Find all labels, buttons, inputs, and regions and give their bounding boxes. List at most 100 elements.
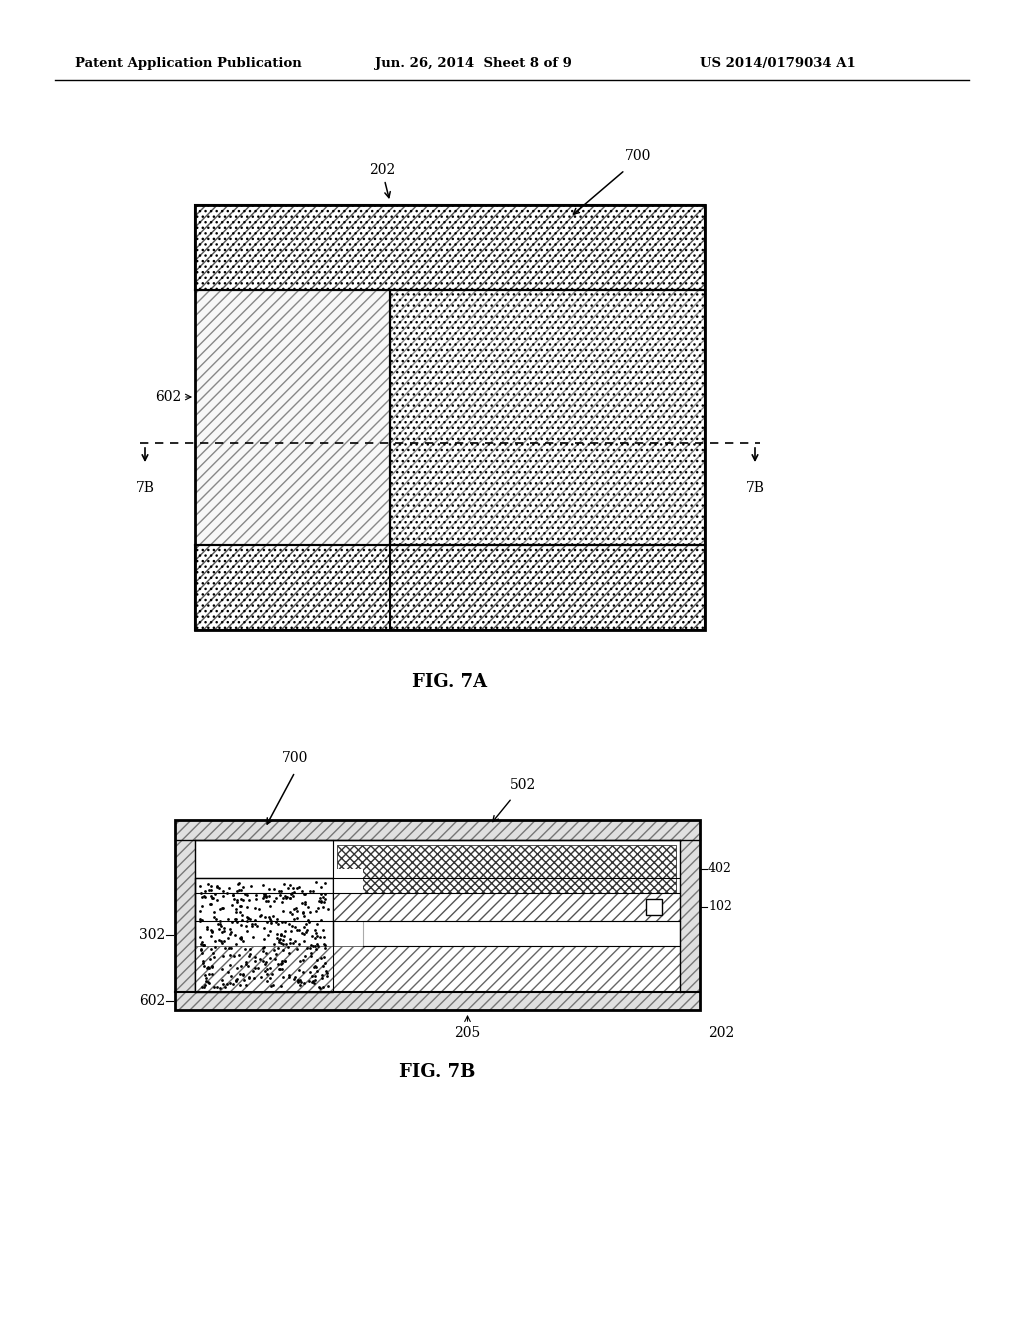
Point [312,883,329,904]
Point [246,968,262,989]
Point [210,913,226,935]
Text: 602: 602 [138,994,165,1008]
Point [305,880,322,902]
Text: 602: 602 [155,389,181,404]
Bar [646,899,662,915]
Point [257,953,273,974]
Point [229,969,246,990]
Point [197,886,213,907]
Bar [333,894,680,921]
Bar [175,820,700,1010]
Point [283,902,299,923]
Point [227,925,244,946]
Point [191,875,208,896]
Point [317,937,334,958]
Point [195,896,211,917]
Bar [195,205,705,290]
Point [281,942,297,964]
Point [292,950,308,972]
Point [283,928,299,949]
Point [215,974,231,995]
Point [247,913,263,935]
Point [198,972,214,993]
Point [309,898,326,919]
Point [212,977,228,998]
Point [307,956,324,977]
Point [258,886,274,907]
Point [263,912,280,933]
Point [280,878,296,899]
Point [303,965,319,986]
Point [282,913,298,935]
Point [257,883,273,904]
Point [220,908,237,929]
Point [234,964,251,985]
Point [211,878,227,899]
Point [240,908,256,929]
Point [305,936,322,957]
Point [227,970,244,991]
Point [234,876,251,898]
Point [307,969,324,990]
Point [276,884,293,906]
Point [299,896,315,917]
Point [255,950,271,972]
Point [239,911,255,932]
Point [251,898,267,919]
Point [284,916,300,937]
Point [233,888,250,909]
Point [241,968,257,989]
Text: Jun. 26, 2014  Sheet 8 of 9: Jun. 26, 2014 Sheet 8 of 9 [375,57,571,70]
Point [287,916,303,937]
Point [315,896,332,917]
Point [196,950,212,972]
Point [292,974,308,995]
Point [259,958,275,979]
Point [231,944,248,965]
Point [286,932,302,953]
Point [199,919,215,940]
Point [258,886,274,907]
Point [258,942,274,964]
Point [308,873,325,894]
Point [207,936,223,957]
Point [309,936,326,957]
Point [211,929,227,950]
Point [248,884,264,906]
Bar [337,845,676,894]
Point [287,966,303,987]
Text: 7B: 7B [745,480,765,495]
Point [275,925,292,946]
Point [314,975,331,997]
Point [317,935,334,956]
Point [282,888,298,909]
Point [222,972,239,993]
Bar [195,290,390,545]
Point [273,912,290,933]
Point [271,932,288,953]
Point [231,902,248,923]
Point [293,972,309,993]
Point [307,956,324,977]
Point [311,927,328,948]
Point [213,931,229,952]
Point [257,891,273,912]
Point [299,909,315,931]
Point [316,883,333,904]
Point [238,974,254,995]
Point [195,935,211,956]
Point [296,924,312,945]
Point [294,880,310,902]
Point [247,950,263,972]
Point [253,966,269,987]
Point [227,933,244,954]
Point [295,902,311,923]
Point [198,968,214,989]
Point [242,908,258,929]
Point [199,958,215,979]
Point [241,890,257,911]
Point [242,944,258,965]
Point [305,970,322,991]
Point [284,883,300,904]
Text: FIG. 7A: FIG. 7A [413,673,487,690]
